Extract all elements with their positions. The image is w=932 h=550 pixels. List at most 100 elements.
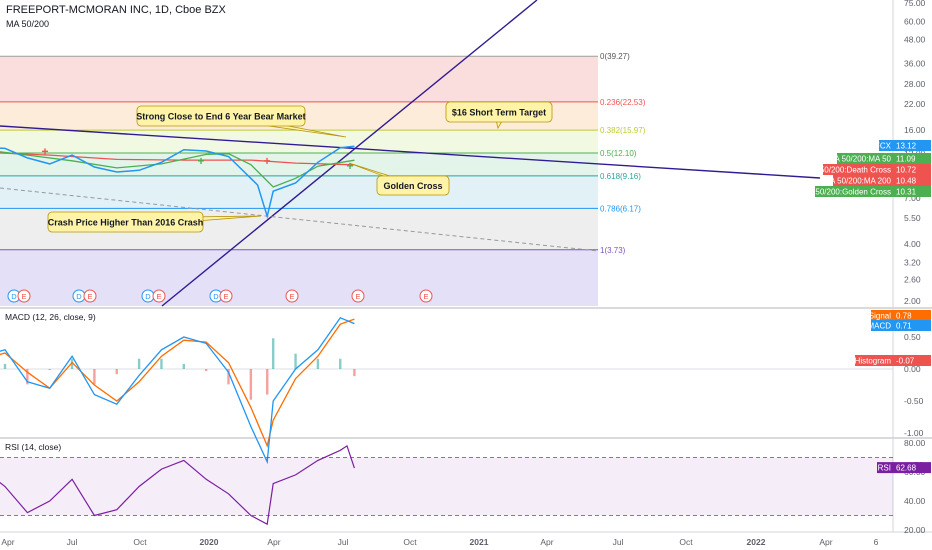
histogram-bar	[70, 358, 74, 369]
tag-label: MA 50/200:MA 50	[828, 155, 892, 164]
chart-title: FREEPORT-MCMORAN INC, 1D, Cboe BZX	[6, 4, 226, 16]
time-tick: 2021	[470, 537, 489, 547]
price-tick: 2.60	[904, 274, 921, 284]
histogram-bar	[204, 369, 208, 372]
histogram-bar	[160, 358, 163, 369]
tag-label-box	[871, 320, 893, 331]
cross-marker: +	[197, 154, 204, 168]
histogram-bar	[227, 369, 230, 385]
cross-marker: +	[346, 159, 353, 173]
callout-box	[47, 211, 204, 233]
earnings-marker-label: D	[11, 292, 17, 301]
tag-value: -0.07	[896, 357, 915, 366]
price-tick: 4.00	[904, 239, 921, 249]
time-tick: Apr	[1, 537, 14, 547]
tag-label-box	[815, 186, 893, 197]
rsi-band-fill	[0, 457, 893, 516]
earnings-marker	[419, 289, 433, 303]
time-tick: Jul	[67, 537, 78, 547]
macd-tick: -0.50	[904, 396, 924, 406]
earnings-marker	[17, 289, 31, 303]
rsi-tick: 40.00	[904, 496, 926, 506]
price-axis: 75.0060.0048.0036.0028.0022.0016.0012.00…	[904, 0, 926, 535]
tag-value-box	[893, 175, 931, 186]
price-series: + + + +	[0, 145, 355, 220]
time-tick: Oct	[679, 537, 693, 547]
tag-value-box	[893, 462, 931, 474]
tag-label-box	[833, 175, 893, 186]
earnings-marker-label: E	[87, 292, 92, 301]
tag-label-box	[871, 310, 893, 321]
rsi-tick: 80.00	[904, 438, 926, 448]
dashed-trendline	[0, 187, 599, 252]
time-tick: Jul	[613, 537, 624, 547]
callouts: Strong Close to End 6 Year Bear Market $1…	[47, 101, 553, 233]
tag-value: 62.68	[896, 464, 917, 473]
fib-label: 0(39.27)	[600, 52, 630, 61]
macd-title: MACD (12, 26, close, 9)	[5, 312, 96, 322]
earnings-marker-label: E	[223, 292, 228, 301]
callout-box	[376, 175, 450, 196]
price-tick: 7.00	[904, 193, 921, 203]
fib-label: 0.382(15.97)	[600, 126, 646, 135]
fib-zone	[0, 249, 598, 306]
histogram-bar	[3, 363, 7, 369]
tag-label: Histogram	[855, 357, 892, 366]
rsi-tick: 20.00	[904, 525, 926, 535]
callout-text: Golden Cross	[383, 181, 442, 191]
fib-zone	[0, 152, 598, 176]
callout-text: Crash Price Higher Than 2016 Crash	[48, 218, 204, 228]
tag-label: MA 50/200:Death Cross	[806, 166, 891, 175]
fib-label: 1(3.73)	[600, 246, 626, 255]
tag-label: FCX	[875, 142, 892, 151]
histogram-bar	[115, 369, 118, 375]
time-tick: Jul	[338, 537, 349, 547]
histogram-bar	[294, 353, 297, 369]
price-tick: 75.00	[904, 0, 926, 8]
price-tick: 5.50	[904, 213, 921, 223]
histogram-bar	[249, 369, 253, 400]
time-tick: Apr	[540, 537, 553, 547]
callout-box	[136, 105, 306, 127]
tag-value-box	[893, 153, 931, 164]
tag-value: 0.78	[896, 312, 912, 321]
earnings-marker-label: D	[145, 292, 151, 301]
callout-text: Strong Close to End 6 Year Bear Market	[136, 112, 305, 122]
histogram-bar	[339, 358, 342, 369]
price-tick: 2.00	[904, 296, 921, 306]
ma-indicator-label: MA 50/200	[6, 19, 49, 29]
tag-value: 11.09	[896, 155, 916, 164]
price-tick: 22.00	[904, 99, 926, 109]
rsi-line	[0, 444, 355, 526]
value-tags: FCX 13.12 MA 50/200:MA 50 11.09 MA 50/200:De…	[802, 140, 931, 474]
price-tick: 48.00	[904, 35, 926, 45]
tag-label-box	[823, 164, 893, 175]
histogram-bar	[137, 358, 141, 369]
earnings-marker	[83, 289, 97, 303]
earnings-marker-label: D	[76, 292, 82, 301]
tag-label: MACD	[867, 322, 891, 331]
rsi-title: RSI (14, close)	[5, 442, 61, 452]
tag-label: RSI	[878, 464, 891, 473]
earnings-marker-label: E	[355, 292, 360, 301]
macd-tick: 0.00	[904, 364, 921, 374]
time-tick: 2022	[747, 537, 766, 547]
price-tick: 36.00	[904, 58, 926, 68]
tag-label-box	[879, 140, 893, 151]
histogram-bar	[182, 363, 185, 369]
histogram-bar	[266, 369, 269, 395]
main-panel: 0(39.27) 0.236(22.53) 0.382(15.97) 0.5(12.1…	[0, 0, 932, 533]
price-tick: 3.20	[904, 257, 921, 267]
price-tick: 60.00	[904, 16, 926, 26]
histogram-bar	[316, 358, 320, 369]
tag-value-box	[893, 310, 931, 321]
time-tick: 2020	[200, 537, 219, 547]
tag-label: MA 50/200:MA 200	[823, 177, 891, 186]
earnings-marker-label: E	[156, 292, 161, 301]
fib-zone	[0, 130, 598, 153]
earnings-marker-label: E	[289, 292, 294, 301]
price-line	[0, 145, 355, 220]
time-tick: Oct	[403, 537, 417, 547]
histogram-bar	[48, 369, 51, 370]
earnings-marker	[351, 289, 365, 303]
